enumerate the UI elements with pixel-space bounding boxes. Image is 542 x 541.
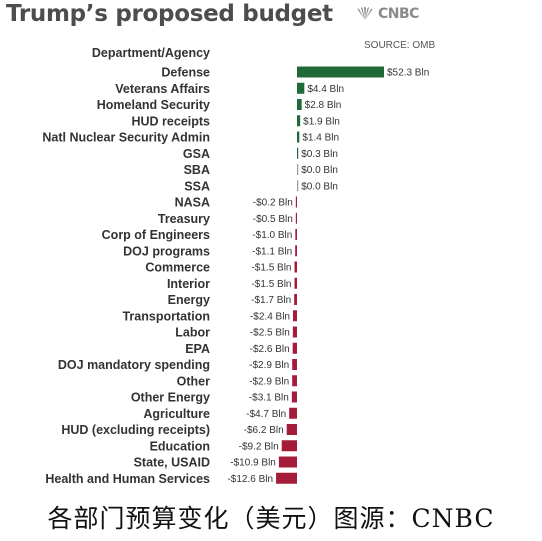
bar [297, 82, 305, 94]
bar [297, 115, 301, 127]
category-label: Veterans Affairs [115, 82, 210, 96]
category-label: EPA [185, 342, 210, 356]
category-label: Treasury [158, 212, 210, 226]
category-label: HUD receipts [132, 114, 211, 128]
bar [297, 66, 384, 78]
bar [295, 245, 297, 257]
value-label: -$1.7 Bln [251, 295, 291, 306]
category-label: SSA [184, 179, 210, 193]
bar-chart: Defense $52.3 Bln Veterans Affairs $4.4 Bln… [42, 66, 429, 486]
bar [292, 326, 297, 338]
category-label: Defense [161, 66, 210, 80]
category-label: State, USAID [134, 456, 210, 470]
bar [293, 310, 297, 322]
value-label: $0.3 Bln [301, 149, 338, 160]
category-label: Agriculture [143, 407, 210, 421]
value-label: $1.4 Bln [302, 133, 339, 144]
category-label: Education [150, 439, 210, 453]
bar [295, 212, 297, 224]
bar [278, 456, 297, 468]
value-label: $2.8 Bln [305, 100, 342, 111]
value-label: -$1.1 Bln [252, 246, 292, 257]
bar [297, 131, 300, 143]
value-label: -$0.5 Bln [253, 214, 293, 225]
category-label: Other Energy [131, 391, 210, 405]
bar [294, 261, 297, 273]
category-label: Labor [175, 326, 210, 340]
category-label: Transportation [122, 309, 210, 323]
bar [276, 472, 297, 484]
bar [286, 424, 297, 435]
bar [292, 359, 297, 370]
value-label: -$3.1 Bln [249, 393, 289, 404]
bar [294, 277, 297, 289]
value-label: -$2.9 Bln [249, 360, 289, 371]
bar [297, 147, 299, 159]
category-label: Other [177, 374, 210, 388]
bar [292, 342, 297, 354]
bar [291, 391, 297, 403]
value-label: -$1.5 Bln [251, 263, 291, 274]
brand-logo: CNBC [355, 6, 419, 22]
value-label: -$6.2 Bln [244, 425, 284, 436]
category-label: Homeland Security [97, 98, 210, 112]
value-label: -$4.7 Bln [246, 409, 286, 420]
category-label: NASA [175, 196, 210, 210]
value-label: $1.9 Bln [303, 116, 340, 127]
category-label: Energy [168, 293, 210, 307]
value-label: $0.0 Bln [301, 181, 338, 192]
value-label: -$2.5 Bln [250, 328, 290, 339]
category-label: HUD (excluding receipts) [61, 423, 210, 437]
value-label: -$12.6 Bln [227, 474, 273, 485]
value-label: -$1.5 Bln [251, 279, 291, 290]
bar [281, 440, 297, 452]
category-label: Corp of Engineers [102, 228, 210, 242]
bar [289, 407, 297, 419]
value-label: -$0.2 Bln [253, 198, 293, 209]
bar [297, 180, 299, 192]
category-label: DOJ programs [123, 244, 210, 258]
image-caption: 各部门预算变化（美元）图源：CNBC [47, 504, 495, 533]
bar [295, 229, 297, 240]
value-label: -$2.9 Bln [249, 376, 289, 387]
bar [297, 99, 302, 110]
category-label: Natl Nuclear Security Admin [42, 131, 210, 145]
column-header: Department/Agency [91, 46, 210, 60]
chart-title: Trump’s proposed budget [6, 1, 333, 27]
bar [297, 164, 299, 175]
bar [294, 294, 297, 305]
brand-name: CNBC [378, 6, 419, 22]
bar [295, 196, 297, 208]
category-label: DOJ mandatory spending [58, 358, 210, 372]
category-label: Commerce [145, 261, 210, 275]
value-label: -$2.6 Bln [250, 344, 290, 355]
value-label: -$10.9 Bln [230, 458, 276, 469]
source-note: SOURCE: OMB [364, 40, 436, 51]
value-label: $52.3 Bln [387, 68, 429, 79]
category-label: GSA [183, 147, 210, 161]
bar [292, 375, 297, 387]
category-label: SBA [184, 163, 210, 177]
value-label: $4.4 Bln [307, 84, 344, 95]
category-label: Interior [167, 277, 210, 291]
value-label: -$1.0 Bln [252, 230, 292, 241]
category-label: Health and Human Services [45, 472, 210, 486]
value-label: -$9.2 Bln [239, 441, 279, 452]
value-label: $0.0 Bln [301, 165, 338, 176]
peacock-icon [357, 7, 373, 20]
value-label: -$2.4 Bln [250, 311, 290, 322]
